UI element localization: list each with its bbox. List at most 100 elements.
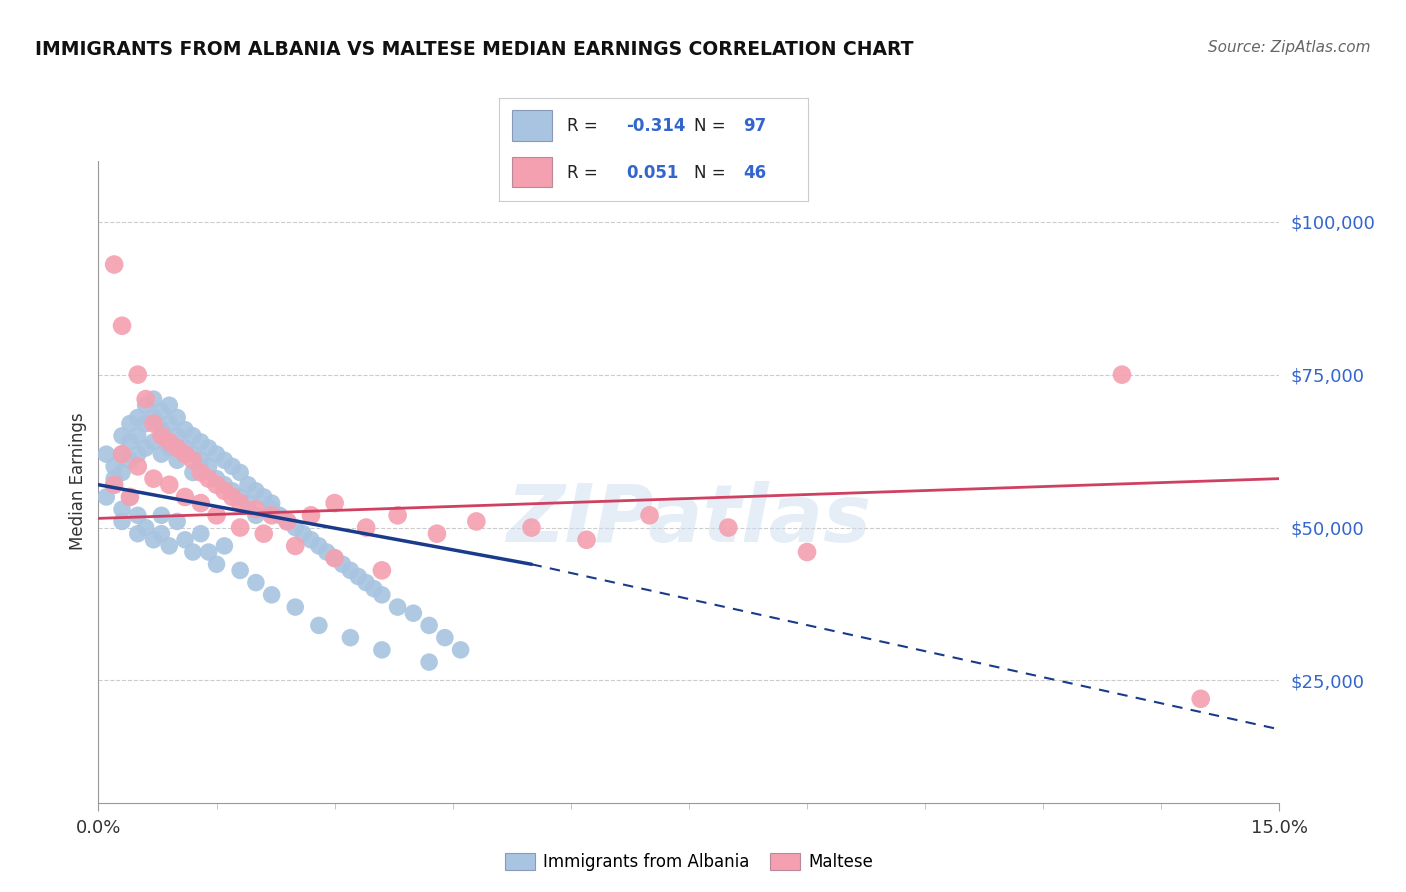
Point — [245, 483, 267, 498]
Point — [284, 520, 307, 534]
Point — [111, 447, 134, 461]
Point — [253, 526, 276, 541]
Point — [354, 520, 377, 534]
Point — [157, 441, 180, 455]
Point — [214, 477, 236, 491]
Bar — [512, 111, 551, 141]
Point — [174, 441, 197, 455]
Text: 97: 97 — [744, 117, 766, 135]
Point — [229, 490, 252, 504]
Point — [103, 472, 125, 486]
Point — [157, 398, 180, 412]
Text: 46: 46 — [744, 164, 766, 182]
Point — [166, 453, 188, 467]
Point — [229, 496, 252, 510]
Point — [118, 417, 141, 431]
Point — [205, 477, 228, 491]
Point — [323, 551, 346, 566]
Point — [575, 533, 598, 547]
Point — [181, 429, 204, 443]
Point — [127, 459, 149, 474]
Point — [181, 545, 204, 559]
Point — [276, 515, 298, 529]
Point — [142, 533, 165, 547]
Point — [347, 569, 370, 583]
Point — [174, 533, 197, 547]
Point — [96, 490, 118, 504]
Point — [197, 472, 219, 486]
Point — [135, 520, 157, 534]
Point — [111, 502, 134, 516]
Text: R =: R = — [567, 117, 603, 135]
Point — [221, 459, 243, 474]
Point — [339, 631, 361, 645]
Point — [214, 483, 236, 498]
Point — [205, 508, 228, 523]
Y-axis label: Median Earnings: Median Earnings — [69, 413, 87, 550]
Point — [127, 508, 149, 523]
Point — [157, 477, 180, 491]
Point — [260, 588, 283, 602]
Point — [150, 429, 173, 443]
Text: R =: R = — [567, 164, 603, 182]
Point — [111, 447, 134, 461]
Point — [363, 582, 385, 596]
Text: N =: N = — [695, 117, 731, 135]
Point — [166, 410, 188, 425]
Point — [260, 508, 283, 523]
Point — [127, 368, 149, 382]
Text: N =: N = — [695, 164, 731, 182]
Point — [236, 477, 259, 491]
Point — [118, 490, 141, 504]
Point — [166, 429, 188, 443]
Point — [142, 434, 165, 449]
Point — [150, 423, 173, 437]
Point — [339, 563, 361, 577]
Point — [135, 398, 157, 412]
Point — [190, 526, 212, 541]
Point — [157, 434, 180, 449]
Point — [520, 520, 543, 534]
Point — [135, 417, 157, 431]
Point — [118, 453, 141, 467]
Point — [229, 520, 252, 534]
Point — [190, 496, 212, 510]
Point — [118, 490, 141, 504]
Point — [292, 526, 315, 541]
Point — [299, 508, 322, 523]
Point — [260, 496, 283, 510]
Point — [142, 472, 165, 486]
Text: IMMIGRANTS FROM ALBANIA VS MALTESE MEDIAN EARNINGS CORRELATION CHART: IMMIGRANTS FROM ALBANIA VS MALTESE MEDIA… — [35, 40, 914, 59]
Point — [269, 508, 291, 523]
Point — [174, 423, 197, 437]
Bar — [512, 157, 551, 187]
Point — [127, 526, 149, 541]
Point — [111, 429, 134, 443]
Point — [387, 600, 409, 615]
Point — [111, 515, 134, 529]
Point — [197, 441, 219, 455]
Text: ZIPatlas: ZIPatlas — [506, 481, 872, 559]
Point — [103, 477, 125, 491]
Point — [433, 631, 456, 645]
Point — [323, 551, 346, 566]
Point — [796, 545, 818, 559]
Point — [157, 417, 180, 431]
Point — [127, 429, 149, 443]
Point — [308, 539, 330, 553]
Point — [276, 515, 298, 529]
Point — [253, 490, 276, 504]
Point — [229, 466, 252, 480]
Point — [214, 453, 236, 467]
Point — [166, 441, 188, 455]
Point — [387, 508, 409, 523]
Text: 0.051: 0.051 — [626, 164, 678, 182]
Point — [190, 434, 212, 449]
Point — [205, 558, 228, 572]
Point — [450, 643, 472, 657]
Point — [135, 392, 157, 406]
Point — [315, 545, 337, 559]
Point — [332, 558, 354, 572]
Point — [245, 575, 267, 590]
Point — [1111, 368, 1133, 382]
